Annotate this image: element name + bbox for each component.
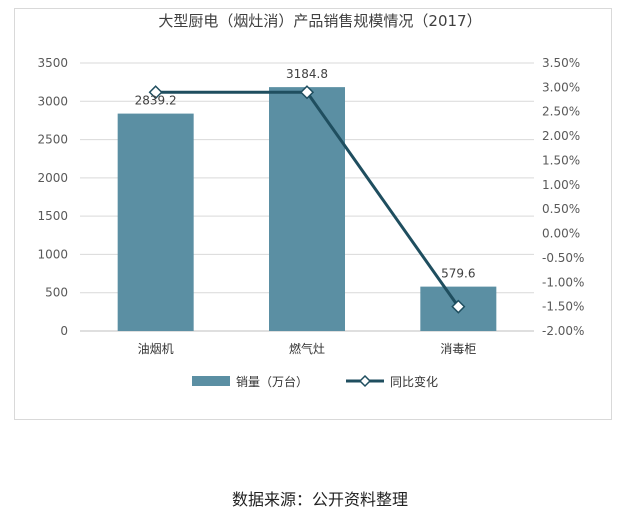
- right-tick-label: -1.50%: [542, 300, 584, 314]
- legend-bar-label: 销量（万台）: [236, 374, 308, 389]
- yoy-line: [148, 85, 466, 314]
- legend-line-label: 同比变化: [390, 374, 438, 389]
- right-tick-label: 0.50%: [542, 202, 580, 216]
- category-label: 消毒柜: [440, 342, 476, 356]
- category-labels: 油烟机 燃气灶 消毒柜: [138, 341, 477, 356]
- combo-chart: 0 500 1000 1500 2000 2500 3000 3500 -2.00% -1.50…: [37, 56, 584, 389]
- left-tick-label: 1000: [37, 247, 68, 261]
- left-tick-label: 0: [60, 324, 68, 338]
- legend-line-marker: [358, 374, 372, 388]
- right-tick-label: -0.50%: [542, 251, 584, 265]
- left-tick-label: 2500: [37, 133, 68, 147]
- bar: [269, 87, 345, 331]
- bar-data-label: 2839.2: [135, 94, 177, 108]
- right-tick-label: 1.50%: [542, 153, 580, 167]
- right-tick-label: 1.00%: [542, 178, 580, 192]
- right-tick-label: 3.00%: [542, 80, 580, 94]
- left-tick-label: 3500: [37, 56, 68, 70]
- left-axis-ticks: 0 500 1000 1500 2000 2500 3000 3500: [37, 56, 68, 338]
- data-labels: 2839.2 3184.8 579.6: [135, 67, 476, 280]
- bar: [117, 113, 194, 332]
- legend-bar-swatch: [192, 376, 230, 386]
- category-label: 油烟机: [138, 342, 174, 356]
- right-tick-label: 0.00%: [542, 227, 580, 241]
- legend: 销量（万台） 同比变化: [192, 374, 438, 389]
- source-note: 数据来源：公开资料整理: [231, 490, 408, 509]
- chart-frame: [14, 8, 612, 420]
- right-tick-label: 2.50%: [542, 105, 580, 119]
- category-label: 燃气灶: [289, 341, 325, 356]
- right-tick-label: -2.00%: [542, 324, 584, 338]
- bars: [117, 87, 497, 332]
- left-tick-label: 2000: [37, 171, 68, 185]
- right-tick-label: 3.50%: [542, 56, 580, 70]
- bar-data-label: 3184.8: [286, 67, 328, 81]
- bar-data-label: 579.6: [441, 267, 475, 281]
- right-tick-label: -1.00%: [542, 275, 584, 289]
- chart-title: 大型厨电（烟灶消）产品销售规模情况（2017）: [158, 12, 482, 30]
- line-marker: [299, 85, 315, 100]
- right-tick-label: 2.00%: [542, 129, 580, 143]
- left-tick-label: 500: [45, 286, 68, 300]
- line-marker: [451, 299, 466, 314]
- left-tick-label: 3000: [37, 94, 68, 108]
- left-tick-label: 1500: [37, 209, 68, 223]
- line-marker: [148, 85, 163, 100]
- right-axis-ticks: -2.00% -1.50% -1.00% -0.50% 0.00% 0.50% 1.00% 1…: [542, 56, 584, 338]
